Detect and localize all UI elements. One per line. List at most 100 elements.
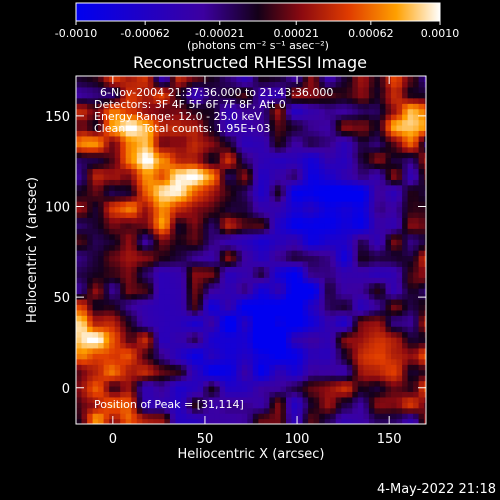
heatmap-cell [335,304,342,311]
heatmap-cell [313,146,320,153]
heatmap-cell [308,277,315,284]
heatmap-cell [164,364,171,371]
heatmap-cell [214,288,221,295]
heatmap-cell [230,108,237,115]
heatmap-cell [109,76,116,83]
heatmap-cell [230,375,237,382]
heatmap-cell [147,347,154,354]
heatmap-cell [258,152,265,159]
heatmap-cell [247,108,254,115]
heatmap-cell [308,369,315,376]
heatmap-cell [274,201,282,208]
heatmap-cell [341,375,348,382]
heatmap-cell [197,266,204,273]
heatmap-cell [76,146,83,153]
heatmap-cell [214,163,221,170]
heatmap-cell [147,103,154,110]
heatmap-cell [263,114,271,121]
heatmap-cell [335,337,342,344]
heatmap-cell [147,81,154,88]
heatmap-cell [302,326,309,333]
heatmap-cell [313,108,320,115]
heatmap-cell [407,239,414,246]
heatmap-cell [368,347,376,354]
heatmap-cell [109,157,116,164]
heatmap-cell [424,222,426,229]
heatmap-cell [208,195,215,202]
heatmap-cell [181,244,188,251]
heatmap-cell [103,396,110,403]
heatmap-cell [280,201,287,208]
heatmap-cell [418,201,425,208]
heatmap-cell [120,206,127,213]
heatmap-cell [230,385,237,392]
heatmap-cell [352,282,359,289]
heatmap-cell [269,402,276,409]
heatmap-cell [136,255,143,262]
heatmap-cell [385,407,392,414]
heatmap-cell [87,119,94,126]
heatmap-cell [208,168,215,175]
heatmap-cell [142,250,149,257]
heatmap-cell [241,217,248,224]
heatmap-cell [346,130,353,137]
heatmap-cell [247,190,254,197]
heatmap-cell [114,353,121,360]
heatmap-cell [330,380,337,387]
heatmap-cell [103,114,110,121]
heatmap-cell [181,380,188,387]
heatmap-cell [169,358,177,365]
heatmap-cell [175,315,182,322]
heatmap-cell [385,179,392,186]
heatmap-cell [308,179,315,186]
heatmap-cell [368,211,376,218]
heatmap-cell [385,92,392,99]
heatmap-cell [274,135,282,142]
heatmap-cell [186,173,193,180]
heatmap-cell [352,217,359,224]
heatmap-cell [402,298,409,305]
heatmap-cell [308,413,315,420]
heatmap-cell [357,81,364,88]
heatmap-cell [379,130,387,137]
heatmap-cell [263,190,271,197]
heatmap-cell [269,315,276,322]
heatmap-cell [313,92,320,99]
heatmap-cell [219,119,226,126]
heatmap-cell [236,304,243,311]
heatmap-cell [120,152,127,159]
heatmap-cell [92,271,99,278]
heatmap-cell [418,250,425,257]
heatmap-cell [357,385,364,392]
heatmap-cell [214,353,221,360]
heatmap-cell [335,211,342,218]
heatmap-cell [230,114,237,121]
heatmap-cell [164,266,171,273]
heatmap-cell [181,222,188,229]
heatmap-cell [147,364,154,371]
heatmap-cell [286,326,293,333]
heatmap-cell [280,380,287,387]
heatmap-cell [341,380,348,387]
heatmap-cell [313,228,320,235]
heatmap-cell [81,298,88,305]
heatmap-cell [142,206,149,213]
heatmap-cell [92,277,99,284]
heatmap-cell [280,266,287,273]
heatmap-cell [402,233,409,240]
heatmap-cell [164,304,171,311]
heatmap-cell [230,358,237,365]
heatmap-cell [313,277,320,284]
heatmap-cell [418,76,425,83]
heatmap-cell [352,418,359,424]
heatmap-cell [418,233,425,240]
heatmap-cell [120,76,127,83]
heatmap-cell [379,266,387,273]
heatmap-cell [92,337,99,344]
heatmap-cell [352,309,359,316]
heatmap-cell [87,228,94,235]
heatmap-cell [87,108,94,115]
heatmap-cell [164,396,171,403]
heatmap-cell [280,298,287,305]
heatmap-cell [109,250,116,257]
